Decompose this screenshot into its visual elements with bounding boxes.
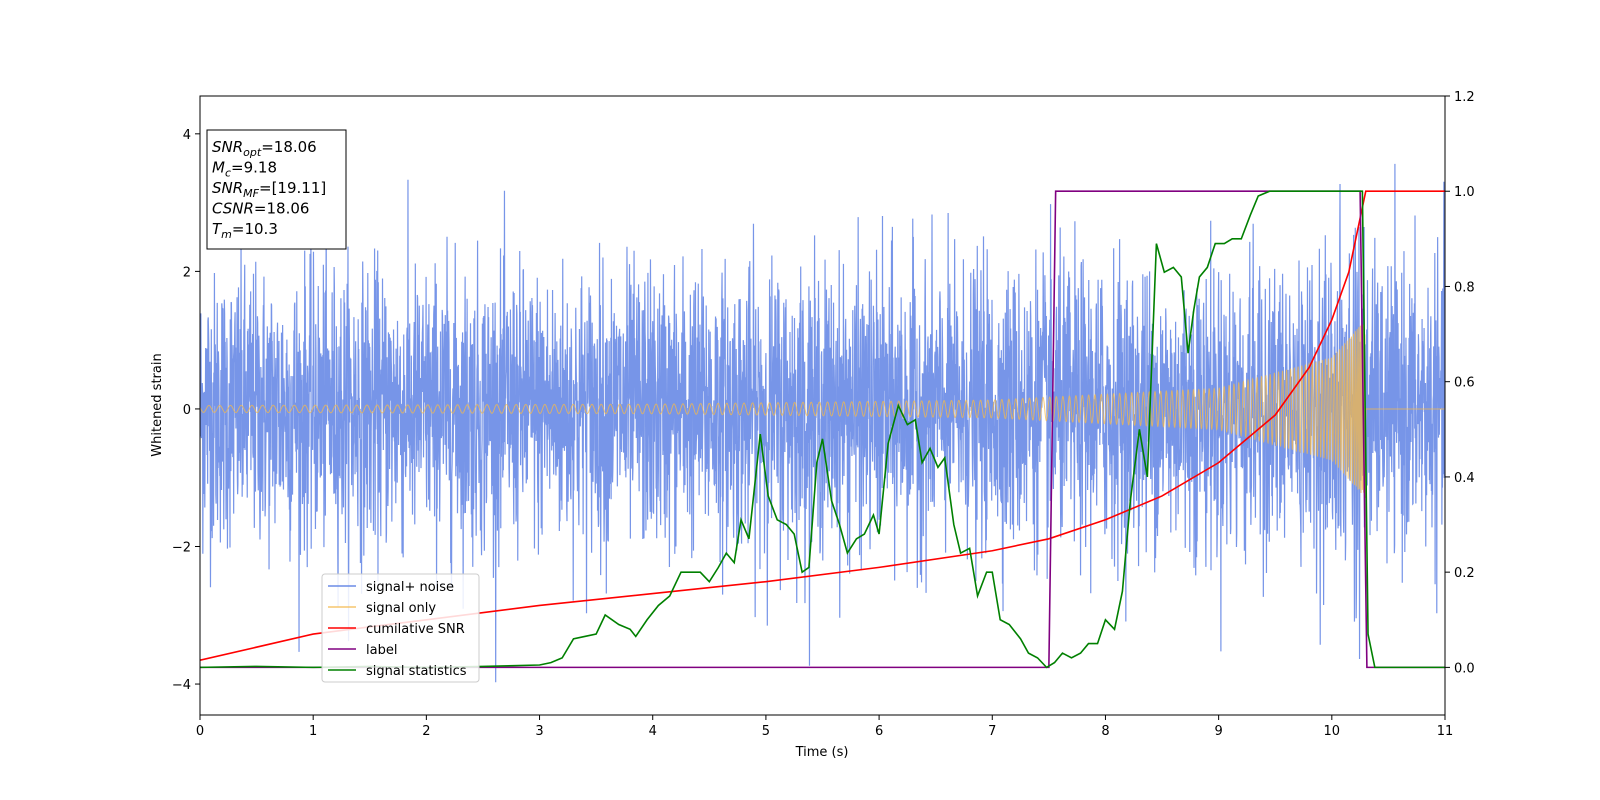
annotation-line: Tm=10.3 xyxy=(212,220,278,241)
annotation-symbol: CSNR xyxy=(212,200,254,218)
annotation-symbol: M xyxy=(212,159,225,177)
y-tick-label-right: 0.8 xyxy=(1454,280,1475,295)
annotation-symbol: SNR xyxy=(212,138,243,156)
y-tick-label-right: 0.2 xyxy=(1454,566,1475,581)
x-tick-label: 11 xyxy=(1437,724,1454,739)
y-tick-label-right: 0.4 xyxy=(1454,471,1475,486)
annotation-value: =18.06 xyxy=(254,200,310,218)
series-signal-only xyxy=(200,324,1445,498)
annotation-value: =10.3 xyxy=(232,220,278,238)
annotation-line: SNRopt=18.06 xyxy=(212,138,317,159)
x-tick-label: 1 xyxy=(309,724,317,739)
annotation-line: SNRMF=[19.11] xyxy=(212,179,326,200)
annotation-symbol: SNR xyxy=(212,179,243,197)
series-signal-statistics xyxy=(200,190,1445,669)
x-tick-label: 3 xyxy=(535,724,543,739)
x-tick-label: 4 xyxy=(649,724,657,739)
x-tick-label: 7 xyxy=(988,724,996,739)
y-tick-label-right: 0.6 xyxy=(1454,376,1475,391)
legend-entry: label xyxy=(366,643,397,658)
series-cumilative-snr xyxy=(200,190,1445,662)
y-tick-label-left: 0 xyxy=(183,403,191,418)
x-tick-label: 2 xyxy=(422,724,430,739)
plot-area xyxy=(200,163,1445,683)
x-tick-label: 0 xyxy=(196,724,204,739)
legend-frame xyxy=(321,573,480,683)
annotation-symbol: T xyxy=(212,220,223,238)
y-tick-label-right: 0.0 xyxy=(1454,661,1475,676)
y-axis-label-left: Whitened strain xyxy=(150,353,165,456)
annotation-line: CSNR=18.06 xyxy=(212,200,309,218)
series-signal-noise xyxy=(200,163,1445,683)
annotation-subscript: m xyxy=(221,228,232,241)
x-tick-label: 6 xyxy=(875,724,883,739)
annotation-line: Mc=9.18 xyxy=(212,159,277,180)
x-axis-label: Time (s) xyxy=(795,745,849,760)
y-tick-label-left: 2 xyxy=(183,265,191,280)
plot-frame xyxy=(199,95,1446,716)
legend-entry: signal statistics xyxy=(366,664,467,679)
y-tick-label-right: 1.2 xyxy=(1454,90,1475,105)
legend: signal+ noise signal only cumilative SNR la… xyxy=(321,573,480,683)
y-tick-label-left: −4 xyxy=(172,678,191,693)
annotation-value: =9.18 xyxy=(231,159,277,177)
legend-entry: signal+ noise xyxy=(366,580,454,595)
annotation-box: SNRopt=18.06Mc=9.18SNRMF=[19.11]CSNR=18.… xyxy=(206,129,347,250)
annotation-subscript: opt xyxy=(243,146,262,159)
annotation-subscript: c xyxy=(225,167,231,180)
y-tick-label-left: −2 xyxy=(172,540,191,555)
x-tick-label: 5 xyxy=(762,724,770,739)
legend-entry: cumilative SNR xyxy=(366,622,465,637)
axes-ticks: 0 1 2 3 4 5 6 7 8 9 10 11 4 2 0 −2 −4 1.2 1.0 0.8 0.6 0.4 0.2 0… xyxy=(172,90,1475,739)
annotation-value: =18.06 xyxy=(261,138,317,156)
x-tick-label: 10 xyxy=(1324,724,1341,739)
annotation-value: =[19.11] xyxy=(259,179,326,197)
annotation-frame xyxy=(206,129,347,250)
annotation-subscript: MF xyxy=(243,187,259,200)
x-tick-label: 8 xyxy=(1101,724,1109,739)
y-tick-label-right: 1.0 xyxy=(1454,185,1475,200)
x-tick-label: 9 xyxy=(1214,724,1222,739)
y-tick-label-left: 4 xyxy=(183,128,191,143)
legend-entry: signal only xyxy=(366,601,436,616)
